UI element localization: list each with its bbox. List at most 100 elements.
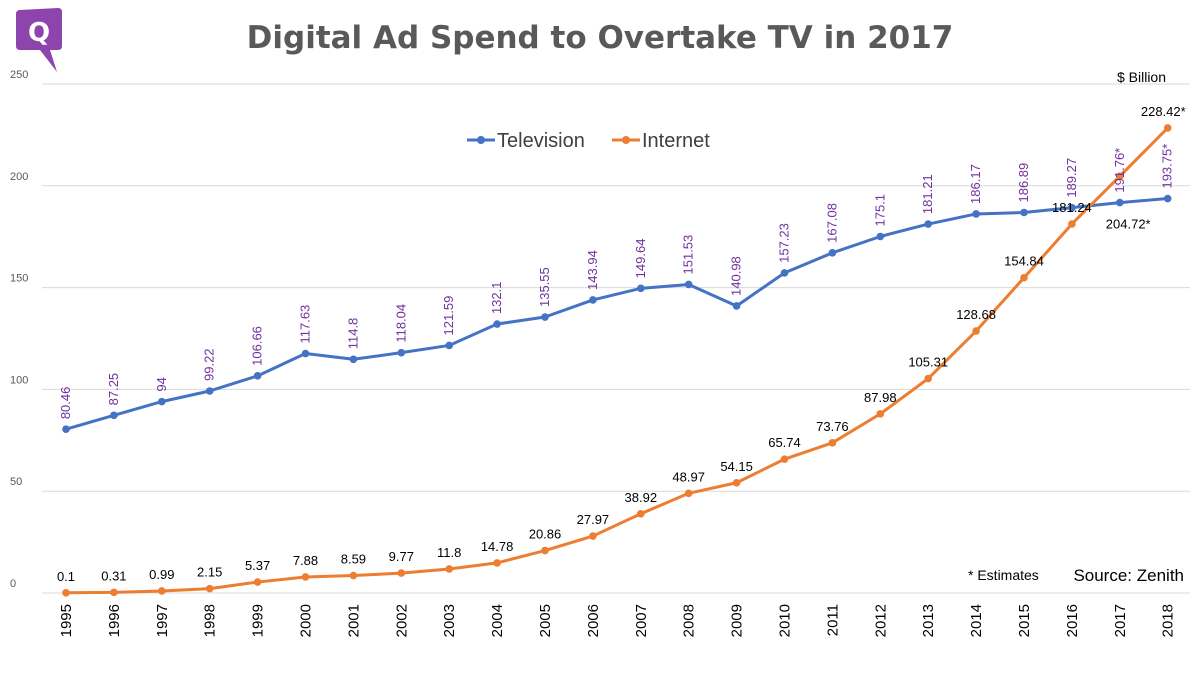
data-point-television bbox=[1163, 194, 1172, 203]
data-label-television: 189.27 bbox=[1064, 158, 1079, 198]
data-point-internet bbox=[253, 578, 262, 586]
y-tick-label: 150 bbox=[10, 273, 28, 285]
data-point-television bbox=[541, 313, 549, 321]
data-point-television bbox=[205, 387, 214, 395]
quint-logo: Q bbox=[16, 8, 62, 72]
gridlines bbox=[42, 83, 1190, 594]
data-label-internet: 5.37 bbox=[245, 558, 270, 573]
data-point-television bbox=[349, 355, 358, 364]
data-label-television: 157.23 bbox=[777, 223, 792, 263]
data-label-internet: 228.42* bbox=[1141, 104, 1186, 119]
x-tick-label: 2011 bbox=[824, 604, 841, 636]
data-label-television: 143.94 bbox=[585, 250, 600, 290]
data-point-internet bbox=[972, 327, 980, 335]
data-point-internet bbox=[1116, 172, 1124, 180]
data-point-television bbox=[62, 425, 70, 433]
data-point-internet bbox=[1068, 220, 1076, 228]
data-label-television: 114.8 bbox=[345, 318, 360, 350]
data-point-internet bbox=[684, 489, 693, 498]
data-label-internet: 128.68 bbox=[956, 307, 996, 322]
x-axis-ticks: 1995 1996 1997 1998 1999 2000 2001 2002 2003 2004… bbox=[58, 604, 1177, 637]
data-point-television bbox=[780, 269, 789, 277]
chart-title: Digital Ad Spend to Overtake TV in 2017 bbox=[247, 20, 954, 56]
data-label-internet: 20.86 bbox=[529, 527, 562, 542]
data-label-television: 151.53 bbox=[681, 235, 696, 275]
data-label-television: 167.08 bbox=[824, 203, 839, 243]
data-label-television: 175.1 bbox=[872, 194, 887, 227]
x-tick-label: 2006 bbox=[585, 604, 602, 637]
data-point-internet bbox=[110, 588, 118, 597]
data-point-television bbox=[1116, 198, 1124, 207]
data-point-internet bbox=[924, 374, 932, 383]
data-point-television bbox=[972, 210, 980, 218]
data-label-television: 94 bbox=[154, 377, 169, 391]
data-label-internet: 87.98 bbox=[864, 390, 897, 405]
data-label-internet: 154.84 bbox=[1004, 254, 1044, 269]
data-point-television bbox=[110, 411, 118, 420]
x-tick-label: 1996 bbox=[106, 604, 123, 637]
data-point-television bbox=[445, 341, 454, 350]
data-label-television: 117.63 bbox=[298, 305, 313, 344]
data-point-television bbox=[397, 348, 406, 357]
x-tick-label: 2014 bbox=[968, 604, 985, 637]
logo-mark: Q bbox=[28, 18, 50, 48]
data-point-internet bbox=[445, 565, 454, 573]
data-point-television bbox=[637, 284, 645, 293]
y-tick-label: 100 bbox=[10, 374, 28, 386]
logo-speech-bubble-icon bbox=[16, 8, 62, 72]
series-line-television bbox=[65, 197, 1168, 431]
data-point-internet bbox=[493, 559, 501, 567]
data-label-television: 191.76* bbox=[1112, 148, 1127, 193]
estimates-note: * Estimates bbox=[968, 567, 1039, 583]
x-tick-label: 2016 bbox=[1064, 604, 1081, 637]
data-point-television bbox=[828, 249, 837, 257]
data-label-television: 132.1 bbox=[489, 281, 504, 314]
x-tick-label: 1999 bbox=[250, 604, 267, 637]
data-label-internet: 2.15 bbox=[197, 565, 222, 580]
x-tick-label: 2002 bbox=[393, 604, 410, 637]
data-label-television: 186.17 bbox=[968, 164, 983, 204]
x-tick-label: 2015 bbox=[1016, 604, 1033, 637]
data-point-internet bbox=[301, 573, 310, 581]
unit-label: $ Billion bbox=[1117, 69, 1166, 85]
data-point-internet bbox=[876, 410, 885, 418]
data-point-internet bbox=[541, 546, 549, 555]
data-point-television bbox=[1020, 208, 1028, 217]
y-tick-label: 50 bbox=[10, 476, 22, 488]
legend-marker-television bbox=[477, 136, 485, 144]
x-tick-label: 1997 bbox=[154, 604, 171, 637]
data-label-internet: 14.78 bbox=[481, 539, 514, 554]
data-point-internet bbox=[349, 571, 358, 580]
legend-label-internet: Internet bbox=[642, 130, 710, 152]
data-label-television: 87.25 bbox=[106, 373, 121, 406]
data-label-internet: 73.76 bbox=[816, 419, 849, 434]
data-label-internet: 27.97 bbox=[577, 512, 610, 527]
data-label-internet: 0.31 bbox=[101, 568, 126, 583]
data-label-internet: 181.24 bbox=[1052, 200, 1092, 215]
data-label-television: 118.04 bbox=[393, 304, 408, 343]
x-tick-label: 2018 bbox=[1160, 604, 1177, 637]
x-tick-label: 1998 bbox=[202, 604, 219, 637]
data-point-television bbox=[589, 296, 597, 304]
data-label-television: 140.98 bbox=[729, 256, 744, 296]
data-point-television bbox=[158, 397, 166, 406]
data-point-television bbox=[493, 320, 501, 328]
x-tick-label: 2001 bbox=[345, 604, 362, 637]
legend-item-television: Television bbox=[467, 130, 585, 152]
data-label-television: 121.59 bbox=[441, 296, 456, 336]
x-tick-label: 2017 bbox=[1112, 604, 1129, 637]
data-label-internet: 7.88 bbox=[293, 553, 318, 568]
x-tick-label: 2009 bbox=[729, 604, 746, 637]
data-point-internet bbox=[589, 532, 597, 540]
data-label-television: 99.22 bbox=[202, 348, 217, 381]
y-tick-label: 0 bbox=[10, 578, 16, 590]
x-tick-label: 2013 bbox=[920, 604, 937, 637]
x-tick-label: 2012 bbox=[872, 604, 889, 637]
data-label-television: 181.21 bbox=[920, 174, 935, 214]
y-axis-ticks: 0 50 100 150 200 250 bbox=[10, 69, 28, 590]
data-labels: 80.46 87.25 94 99.22 106.66 117.63 114.8 118.04… bbox=[57, 104, 1186, 584]
legend-marker-internet bbox=[622, 136, 630, 144]
data-point-television bbox=[301, 349, 310, 358]
data-label-internet: 0.1 bbox=[57, 569, 75, 584]
